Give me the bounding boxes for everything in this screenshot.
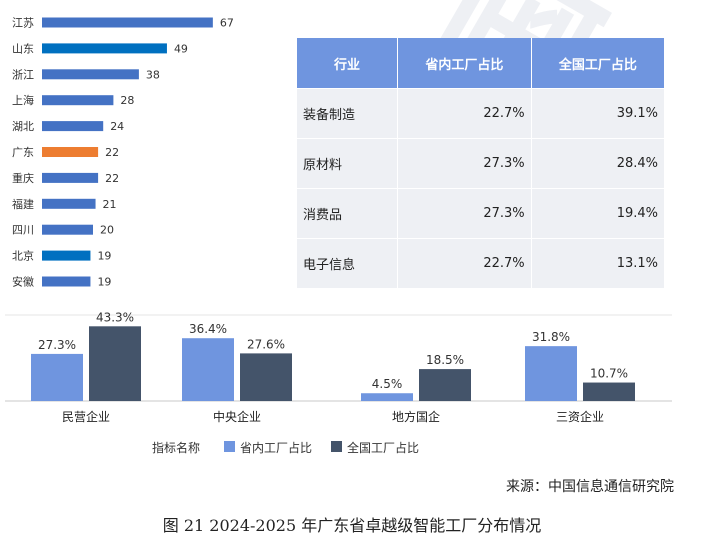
source-note: 来源：中国信息通信研究院 xyxy=(506,479,674,495)
table-row: 装备制造 22.7% 39.1% xyxy=(297,88,664,139)
category-label: 中央企业 xyxy=(213,409,261,424)
province-value-label: 28 xyxy=(120,94,134,107)
table-cell: 39.1% xyxy=(531,88,664,139)
legend-swatch xyxy=(224,441,235,452)
province-bar xyxy=(42,276,91,287)
bar-value-label: 27.3% xyxy=(38,338,76,352)
bar-provincial xyxy=(31,353,83,401)
province-value-label: 38 xyxy=(146,68,160,81)
province-bar xyxy=(42,43,167,54)
province-value-label: 49 xyxy=(174,42,188,55)
province-bar xyxy=(42,17,213,28)
province-bar xyxy=(42,121,104,132)
category-label: 地方国企 xyxy=(392,409,440,424)
table-cell: 27.3% xyxy=(397,138,532,189)
industry-table: 行业 省内工厂占比 全国工厂占比 装备制造 22.7% 39.1% 原材料 27.3% 28.… xyxy=(297,38,664,288)
table-cell: 22.7% xyxy=(397,238,532,288)
table-cell: 电子信息 xyxy=(297,238,398,288)
table-header-row: 行业 省内工厂占比 全国工厂占比 xyxy=(297,38,664,89)
province-label: 四川 xyxy=(12,224,34,237)
province-value-label: 20 xyxy=(100,224,114,237)
province-bar xyxy=(42,147,99,157)
province-bar xyxy=(42,69,139,80)
bar-value-label: 18.5% xyxy=(426,353,464,367)
table-cell: 原材料 xyxy=(297,138,398,189)
province-bar xyxy=(42,250,91,261)
table-row: 原材料 27.3% 28.4% xyxy=(297,138,664,189)
province-label: 广东 xyxy=(12,146,34,159)
province-value-label: 22 xyxy=(105,146,119,159)
category-label: 民营企业 xyxy=(62,409,110,424)
table-cell: 装备制造 xyxy=(297,88,398,139)
category-label: 三资企业 xyxy=(556,409,604,424)
bar-value-label: 10.7% xyxy=(590,367,628,381)
legend-label: 全国工厂占比 xyxy=(347,440,419,455)
province-bar-chart: 江苏 67 山东 49 浙江 38 上海 28 湖北 24 广东 22 重庆 22 福建 21 四川 20 北京 19… xyxy=(12,17,234,289)
province-value-label: 19 xyxy=(97,276,111,289)
province-label: 北京 xyxy=(12,249,34,263)
province-value-label: 24 xyxy=(110,120,124,133)
bar-national xyxy=(89,326,141,401)
table-cell: 27.3% xyxy=(397,188,532,239)
bar-national xyxy=(419,369,471,401)
table-cell: 22.7% xyxy=(397,88,532,139)
table-header-cell: 行业 xyxy=(297,38,398,89)
bar-value-label: 43.3% xyxy=(96,310,134,324)
bar-value-label: 31.8% xyxy=(532,330,570,344)
province-bar xyxy=(42,95,114,106)
bar-provincial xyxy=(182,338,234,401)
province-value-label: 21 xyxy=(103,198,117,211)
bar-provincial xyxy=(361,393,413,401)
bar-value-label: 4.5% xyxy=(372,377,403,391)
province-label: 重庆 xyxy=(12,171,34,185)
enterprise-type-bar-chart: 27.3% 43.3% 民营企业 36.4% 27.6% 中央企业 4.5% 18.5% 地方国… xyxy=(5,310,672,455)
province-label: 上海 xyxy=(12,93,34,107)
table-cell: 13.1% xyxy=(531,238,664,288)
table-header-cell: 全国工厂占比 xyxy=(531,38,664,89)
province-bar xyxy=(42,224,93,235)
province-label: 山东 xyxy=(12,42,34,55)
province-label: 江苏 xyxy=(12,17,34,30)
table-cell: 消费品 xyxy=(297,188,398,239)
legend-swatch xyxy=(331,441,342,452)
bar-provincial xyxy=(525,346,577,401)
table-row: 电子信息 22.7% 13.1% xyxy=(297,238,664,288)
province-value-label: 19 xyxy=(97,250,111,263)
bar-value-label: 27.6% xyxy=(247,337,285,351)
province-label: 安徽 xyxy=(12,275,34,289)
legend-title: 指标名称 xyxy=(152,440,200,455)
table-row: 消费品 27.3% 19.4% xyxy=(297,188,664,239)
figure-caption: 图 21 2024-2025 年广东省卓越级智能工厂分布情况 xyxy=(162,516,542,535)
table-header-cell: 省内工厂占比 xyxy=(397,38,532,89)
province-value-label: 67 xyxy=(220,17,234,30)
bar-national xyxy=(240,353,292,401)
province-label: 湖北 xyxy=(12,120,34,133)
table-cell: 19.4% xyxy=(531,188,664,239)
province-value-label: 22 xyxy=(105,172,119,185)
legend-label: 省内工厂占比 xyxy=(240,440,312,455)
province-label: 福建 xyxy=(12,197,34,211)
province-bar xyxy=(42,198,96,209)
province-label: 浙江 xyxy=(12,68,34,81)
table-cell: 28.4% xyxy=(531,138,664,189)
bar-value-label: 36.4% xyxy=(189,322,227,336)
bar-national xyxy=(583,382,635,401)
province-bar xyxy=(42,172,99,183)
